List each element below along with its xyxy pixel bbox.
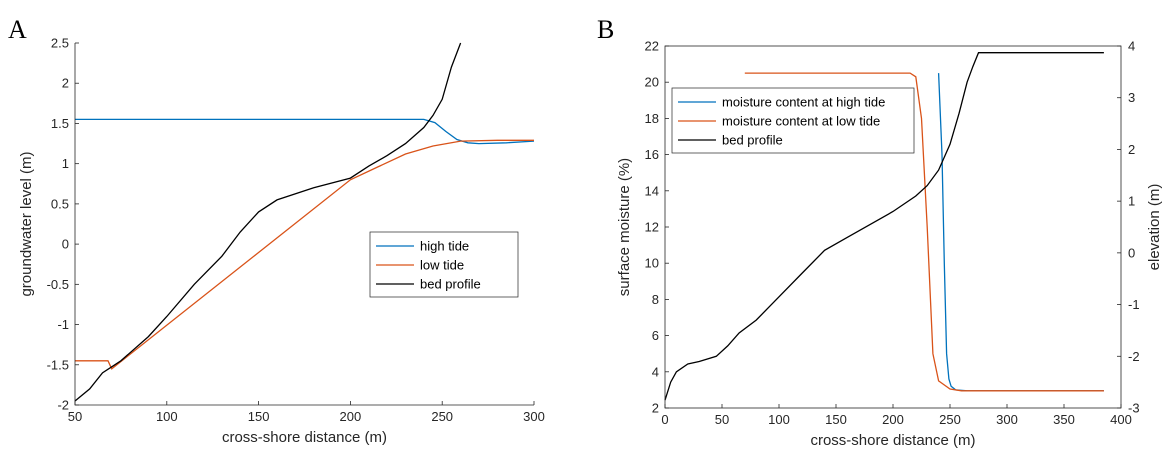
series-line-low-tide — [75, 139, 534, 370]
x-tick-label: 250 — [431, 409, 453, 424]
x-tick-label: 250 — [939, 412, 961, 427]
series-line-bed-profile — [664, 52, 1104, 401]
x-tick-label: 300 — [523, 409, 545, 424]
x-tick-label: 200 — [882, 412, 904, 427]
x-tick-label: 50 — [715, 412, 729, 427]
y2-tick-label: 3 — [1128, 90, 1135, 105]
panel-a-y-axis-label: groundwater level (m) — [18, 151, 35, 296]
x-tick-label: 50 — [68, 409, 82, 424]
y-tick-label: 1 — [62, 156, 69, 171]
x-tick-label: 100 — [156, 409, 178, 424]
panel-b-series — [664, 52, 1104, 401]
y-tick-label: 8 — [652, 292, 659, 307]
legend-entry: bed profile — [722, 133, 783, 148]
y-tick-label: 2.5 — [51, 36, 69, 51]
y-tick-label: 4 — [652, 364, 659, 379]
y2-tick-label: -2 — [1128, 349, 1140, 364]
y-tick-label: 1.5 — [51, 116, 69, 131]
panel-a: A 50 100 150 200 250 300 -2 -1.5 -1 -0.5 0 0.5 1 1.5 2… — [8, 15, 545, 446]
y-tick-label: 14 — [645, 183, 659, 198]
y-tick-label: -2 — [57, 398, 69, 413]
series-line-bed-profile — [74, 42, 462, 402]
legend-entry: moisture content at low tide — [722, 114, 880, 129]
y-tick-label: 20 — [645, 75, 659, 90]
y-tick-label: 22 — [645, 39, 659, 54]
y-tick-label: 2 — [62, 76, 69, 91]
y-tick-label: -1.5 — [47, 357, 69, 372]
x-tick-label: 200 — [340, 409, 362, 424]
y2-tick-label: -3 — [1128, 401, 1140, 416]
legend-entry: low tide — [420, 258, 464, 273]
y-tick-label: 0 — [62, 237, 69, 252]
y-tick-label: 18 — [645, 111, 659, 126]
panel-b: B 0 50 100 150 200 250 300 350 40024681012141618… — [597, 15, 1163, 449]
panel-b-label: B — [597, 15, 614, 44]
y-tick-label: 10 — [645, 256, 659, 271]
y2-tick-label: 0 — [1128, 245, 1135, 260]
panel-a-label: A — [8, 15, 27, 44]
axes-lines — [74, 43, 534, 406]
panel-b-y2-axis-label: elevation (m) — [1146, 184, 1163, 271]
legend-entry: moisture content at high tide — [722, 95, 885, 110]
y-tick-label: -0.5 — [47, 277, 69, 292]
panel-b-legend: moisture content at high tide moisture co… — [671, 87, 915, 154]
panel-b-y-axis-label: surface moisture (%) — [616, 158, 633, 296]
y-tick-label: -1 — [57, 317, 69, 332]
x-tick-label: 100 — [768, 412, 790, 427]
y2-tick-label: 2 — [1128, 142, 1135, 157]
x-tick-label: 150 — [825, 412, 847, 427]
series-line-moisture-content-at-low-tide — [744, 72, 1104, 392]
panel-b-x-axis-label: cross-shore distance (m) — [810, 432, 975, 449]
y2-tick-label: 4 — [1128, 39, 1135, 54]
x-tick-label: 400 — [1110, 412, 1132, 427]
panel-a-legend: high tide low tide bed profile — [369, 231, 519, 298]
legend-entry: bed profile — [420, 277, 481, 292]
y-tick-label: 6 — [652, 328, 659, 343]
y2-tick-label: 1 — [1128, 194, 1135, 209]
x-tick-label: 300 — [996, 412, 1018, 427]
legend-entry: high tide — [420, 239, 469, 254]
y-tick-label: 0.5 — [51, 196, 69, 211]
series-line-high-tide — [75, 118, 535, 145]
x-tick-label: 150 — [248, 409, 270, 424]
panel-a-x-axis-label: cross-shore distance (m) — [222, 429, 387, 446]
x-tick-label: 0 — [661, 412, 668, 427]
y-tick-label: 16 — [645, 147, 659, 162]
y2-tick-label: -1 — [1128, 297, 1140, 312]
y-tick-label: 2 — [652, 401, 659, 416]
panel-a-series — [74, 42, 535, 402]
y-tick-label: 12 — [645, 220, 659, 235]
x-tick-label: 350 — [1053, 412, 1075, 427]
series-line-moisture-content-at-high-tide — [937, 73, 1104, 392]
